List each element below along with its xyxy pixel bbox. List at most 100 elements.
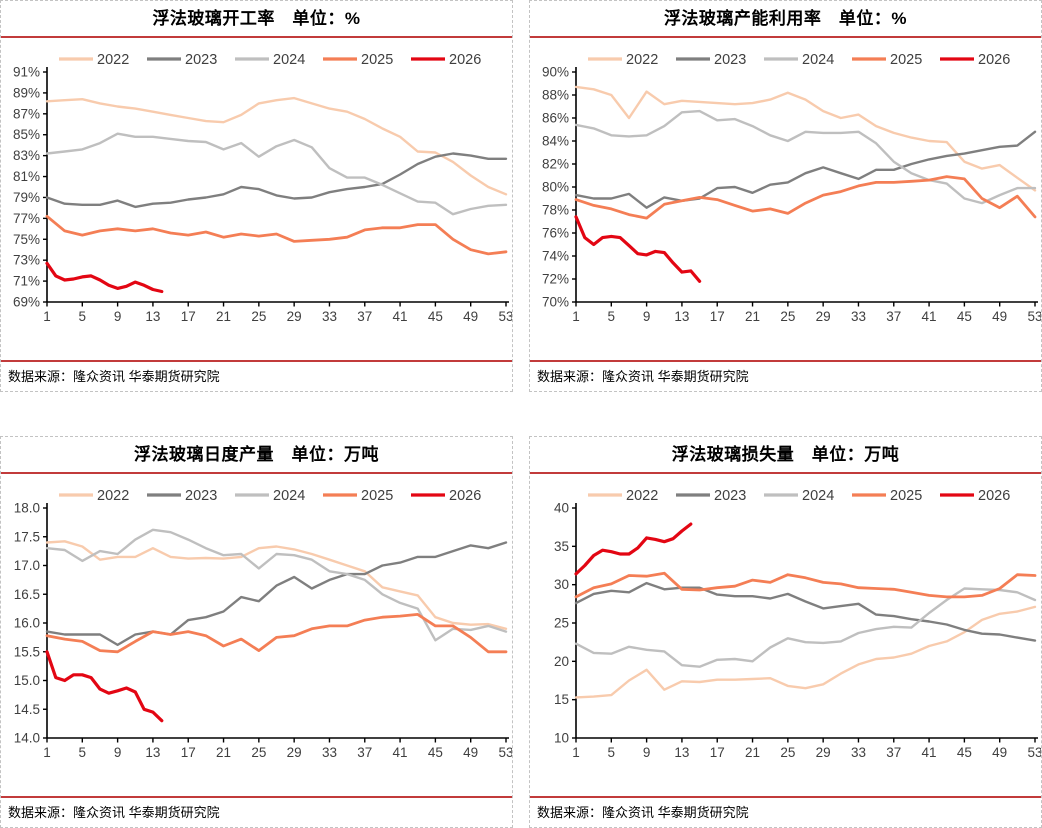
series-line-2023 bbox=[45, 152, 508, 209]
x-tick-label: 45 bbox=[428, 309, 443, 324]
series-line-2022 bbox=[574, 606, 1037, 699]
x-tick-label: 29 bbox=[816, 309, 831, 324]
x-tick-label: 21 bbox=[745, 745, 760, 760]
source-row: 数据来源：隆众资讯 华泰期货研究院 bbox=[1, 360, 512, 391]
x-tick-label: 33 bbox=[851, 309, 866, 324]
x-tick-label: 33 bbox=[322, 309, 337, 324]
y-tick-label: 77% bbox=[13, 211, 40, 226]
chart-panel-daily-output: 浮法玻璃日度产量 单位：万吨 2022 2023 2024 2025 2026 14.0 1… bbox=[0, 436, 513, 828]
x-tick-label: 49 bbox=[992, 745, 1007, 760]
x-tick-label: 33 bbox=[851, 745, 866, 760]
y-tick-label: 71% bbox=[13, 274, 40, 289]
series-line-2024 bbox=[45, 132, 508, 216]
y-tick-label: 90% bbox=[542, 65, 569, 80]
x-tick-label: 5 bbox=[608, 309, 616, 324]
title-rule bbox=[1, 472, 512, 475]
x-tick-label: 21 bbox=[216, 745, 231, 760]
x-tick-label: 41 bbox=[922, 745, 937, 760]
x-tick-label: 41 bbox=[393, 745, 408, 760]
y-tick-label: 30 bbox=[554, 578, 569, 593]
source-text: 数据来源：隆众资讯 华泰期货研究院 bbox=[537, 805, 749, 820]
y-tick-label: 18.0 bbox=[14, 501, 40, 516]
legend-label-2023: 2023 bbox=[185, 488, 217, 504]
source-rule bbox=[1, 796, 512, 798]
chart-panel-loss-volume: 浮法玻璃损失量 单位：万吨 2022 2023 2024 2025 2026 10 15 20… bbox=[529, 436, 1042, 828]
series-line-2025 bbox=[574, 175, 1037, 220]
title-rule bbox=[1, 36, 512, 39]
x-tick-label: 49 bbox=[992, 309, 1007, 324]
x-tick-label: 17 bbox=[710, 745, 725, 760]
chart-canvas-capacity-utilization: 2022 2023 2024 2025 2026 70% 72% 74% 76% 78% 80% 82… bbox=[542, 52, 1041, 324]
y-tick-label: 91% bbox=[13, 65, 40, 80]
x-tick-label: 25 bbox=[251, 309, 266, 324]
title-rule bbox=[530, 36, 1041, 39]
x-tick-label: 17 bbox=[181, 309, 196, 324]
series-line-2022 bbox=[45, 97, 508, 196]
x-tick-label: 45 bbox=[957, 309, 972, 324]
series-line-2026 bbox=[45, 262, 164, 294]
y-tick-label: 40 bbox=[554, 501, 569, 516]
y-tick-label: 10 bbox=[554, 731, 569, 746]
x-tick-label: 1 bbox=[572, 745, 580, 760]
series-line-2024 bbox=[574, 110, 1037, 205]
chart-title: 浮法玻璃日度产量 单位：万吨 bbox=[134, 445, 379, 464]
y-tick-label: 81% bbox=[13, 169, 40, 184]
x-tick-label: 17 bbox=[181, 745, 196, 760]
series-line-2026 bbox=[45, 650, 164, 723]
x-tick-label: 29 bbox=[816, 745, 831, 760]
source-row: 数据来源：隆众资讯 华泰期货研究院 bbox=[530, 796, 1041, 827]
x-tick-label: 9 bbox=[114, 745, 122, 760]
chart-panel-operating-rate: 浮法玻璃开工率 单位：% 2022 2023 2024 2025 2026 69% 71% 7… bbox=[0, 0, 513, 392]
legend-label-2023: 2023 bbox=[714, 488, 746, 504]
series-line-2024 bbox=[574, 587, 1037, 669]
y-tick-label: 16.5 bbox=[14, 587, 40, 602]
source-row: 数据来源：隆众资讯 华泰期货研究院 bbox=[1, 796, 512, 827]
y-tick-label: 17.5 bbox=[14, 530, 40, 545]
y-tick-label: 20 bbox=[554, 654, 569, 669]
x-tick-label: 25 bbox=[780, 309, 795, 324]
x-tick-label: 13 bbox=[674, 309, 689, 324]
chart-canvas-operating-rate: 2022 2023 2024 2025 2026 69% 71% 73% 75% 77% 79% 81… bbox=[13, 52, 512, 324]
y-tick-label: 78% bbox=[542, 203, 569, 218]
x-tick-label: 21 bbox=[216, 309, 231, 324]
source-text: 数据来源：隆众资讯 华泰期货研究院 bbox=[8, 805, 220, 820]
y-tick-label: 82% bbox=[542, 157, 569, 172]
x-tick-label: 53 bbox=[498, 745, 513, 760]
legend-label-2024: 2024 bbox=[273, 52, 305, 68]
x-tick-label: 37 bbox=[886, 745, 901, 760]
chart-title: 浮法玻璃产能利用率 单位：% bbox=[663, 9, 908, 28]
y-tick-label: 35 bbox=[554, 539, 569, 554]
y-tick-label: 76% bbox=[542, 226, 569, 241]
y-tick-label: 16.0 bbox=[14, 616, 40, 631]
x-tick-label: 13 bbox=[145, 309, 160, 324]
legend-label-2025: 2025 bbox=[890, 52, 922, 68]
legend-label-2022: 2022 bbox=[626, 52, 658, 68]
x-tick-label: 1 bbox=[572, 309, 580, 324]
x-tick-label: 37 bbox=[357, 745, 372, 760]
x-tick-label: 41 bbox=[922, 309, 937, 324]
y-tick-label: 69% bbox=[13, 295, 40, 310]
x-tick-label: 45 bbox=[428, 745, 443, 760]
source-rule bbox=[1, 360, 512, 362]
y-tick-label: 83% bbox=[13, 149, 40, 164]
legend-label-2022: 2022 bbox=[97, 52, 129, 68]
y-tick-label: 70% bbox=[542, 295, 569, 310]
x-tick-label: 49 bbox=[463, 745, 478, 760]
chart-canvas-daily-output: 2022 2023 2024 2025 2026 14.0 14.5 15.0 15.5 16.0… bbox=[14, 488, 513, 760]
series-line-2025 bbox=[45, 215, 508, 256]
series-line-2025 bbox=[574, 572, 1037, 599]
legend-label-2026: 2026 bbox=[978, 52, 1010, 68]
x-tick-label: 9 bbox=[643, 309, 651, 324]
x-tick-label: 45 bbox=[957, 745, 972, 760]
series-line-2026 bbox=[574, 522, 693, 576]
legend-label-2023: 2023 bbox=[714, 52, 746, 68]
legend-label-2024: 2024 bbox=[802, 52, 834, 68]
y-tick-label: 74% bbox=[542, 249, 569, 264]
legend-label-2023: 2023 bbox=[185, 52, 217, 68]
x-tick-label: 29 bbox=[287, 745, 302, 760]
x-tick-label: 13 bbox=[145, 745, 160, 760]
source-rule bbox=[530, 796, 1041, 798]
y-tick-label: 88% bbox=[542, 88, 569, 103]
